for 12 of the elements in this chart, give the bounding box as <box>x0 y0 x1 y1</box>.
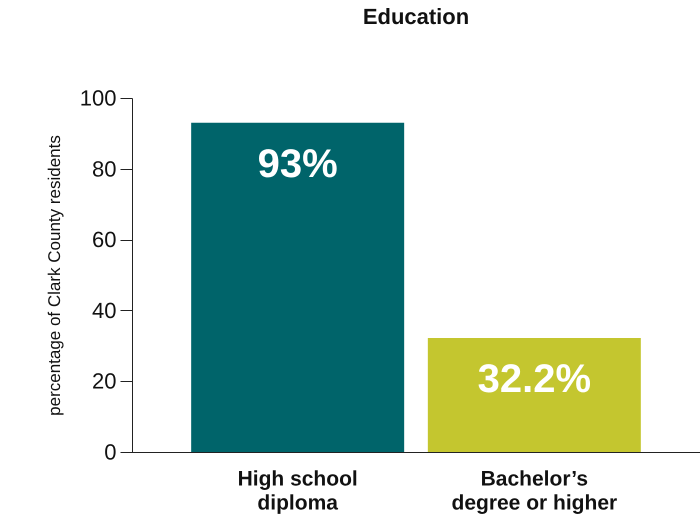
y-axis-title: percentage of Clark County residents <box>44 135 64 416</box>
x-tick-label: High school diploma <box>238 468 358 514</box>
y-tick-label: 0 <box>104 440 116 464</box>
data-label: 93% <box>258 142 338 186</box>
y-tick-label: 80 <box>92 156 116 182</box>
y-tick-label: 100 <box>80 86 116 110</box>
x-tick-label: Bachelor’s degree or higher <box>451 468 618 514</box>
data-label: 32.2% <box>478 357 592 402</box>
y-tick-label: 60 <box>92 227 116 252</box>
y-tick-label: 40 <box>92 298 116 323</box>
chart-title: Education <box>362 4 470 29</box>
y-tick-label: 20 <box>92 368 116 394</box>
